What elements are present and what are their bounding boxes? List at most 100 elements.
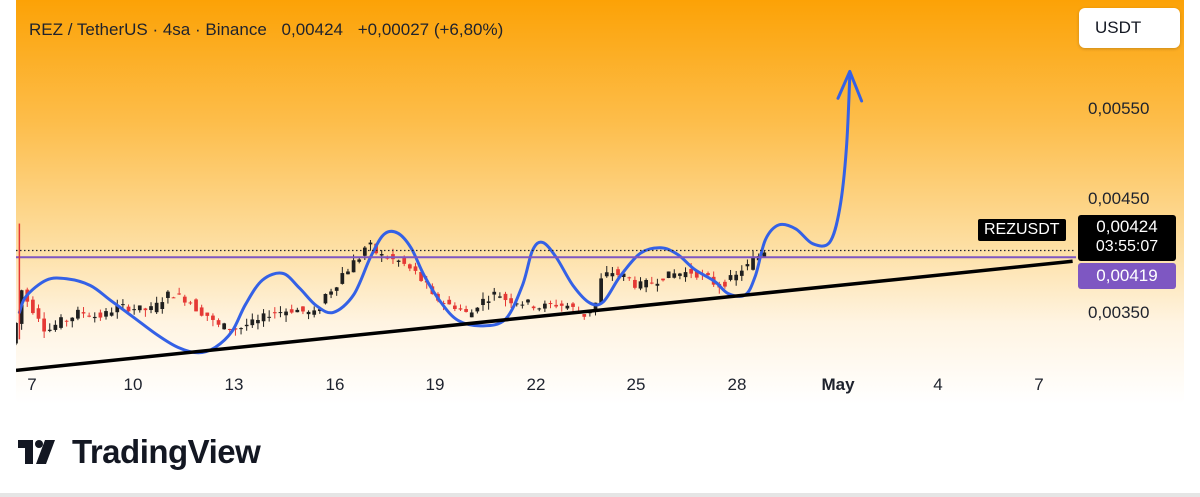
symbol-title: REZ / TetherUS · 4sa · Binance xyxy=(29,20,267,39)
candle-up xyxy=(59,317,63,328)
candle-up xyxy=(678,273,682,276)
candle-down xyxy=(289,309,294,313)
candle-up xyxy=(256,319,260,324)
y-tick-label: 0,00450 xyxy=(1088,189,1150,208)
bottom-divider xyxy=(0,493,1200,497)
candle-up xyxy=(728,275,733,280)
x-tick-label: 28 xyxy=(727,375,747,394)
candle-down xyxy=(447,299,452,305)
candle-up xyxy=(121,304,125,306)
candle-up xyxy=(239,328,243,330)
moving-average-tag: 0,00419 xyxy=(1078,263,1176,289)
candle-up xyxy=(104,311,108,317)
candle-down xyxy=(548,303,553,305)
candle-down xyxy=(689,268,694,274)
candle-up xyxy=(340,273,345,284)
candle-down xyxy=(616,269,620,276)
candle-up xyxy=(149,306,153,311)
candle-down xyxy=(126,306,131,312)
candle-up xyxy=(47,329,52,331)
candle-down xyxy=(407,264,412,269)
candle-up xyxy=(638,281,643,289)
x-tick-label: 25 xyxy=(626,375,646,394)
candle-up xyxy=(16,322,18,344)
candle-down xyxy=(98,312,103,318)
candle-down xyxy=(87,315,91,317)
candle-down xyxy=(402,257,407,264)
x-tick-label: 4 xyxy=(933,375,943,394)
candle-up xyxy=(76,309,80,319)
candle-up xyxy=(537,308,542,310)
candle-down xyxy=(554,304,558,307)
last-price: 0,00424 xyxy=(281,20,343,39)
candle-down xyxy=(216,320,221,325)
candle-down xyxy=(723,281,727,287)
candle-up xyxy=(751,257,755,270)
candle-down xyxy=(194,299,198,312)
chart-area[interactable]: REZ / TetherUS · 4sa · Binance 0,00424 +… xyxy=(16,0,1184,404)
candle-down xyxy=(452,305,457,310)
candle-up xyxy=(160,302,165,310)
candle-up xyxy=(655,283,660,286)
y-tick-label: 0,00350 xyxy=(1088,303,1150,322)
candle-up xyxy=(115,305,120,313)
candle-down xyxy=(233,328,238,330)
candle-down xyxy=(649,282,654,284)
candle-up xyxy=(396,260,401,262)
candle-down xyxy=(503,293,508,301)
y-tick-label: 0,00550 xyxy=(1088,99,1150,118)
candle-down xyxy=(171,297,176,299)
x-tick-label: 22 xyxy=(526,375,546,394)
candle-up xyxy=(284,311,288,316)
candle-down xyxy=(272,312,277,314)
x-tick-label: 7 xyxy=(1034,375,1044,394)
candle-up xyxy=(492,291,497,295)
candle-down xyxy=(458,308,463,310)
candle-down xyxy=(188,302,193,304)
candle-up xyxy=(610,273,615,277)
candle-up xyxy=(306,311,311,315)
candle-up xyxy=(683,272,688,278)
last-price-tag: 0,00424 03:55:07 xyxy=(1078,215,1176,261)
candle-up xyxy=(379,254,384,256)
currency-button[interactable]: USDT xyxy=(1079,8,1180,48)
x-tick-label: 19 xyxy=(425,375,445,394)
candle-up xyxy=(734,274,739,281)
candle-up xyxy=(666,271,671,278)
candle-up xyxy=(317,309,322,312)
candle-up xyxy=(312,310,317,315)
candle-up xyxy=(351,260,356,273)
price-change: +0,00027 (+6,80%) xyxy=(357,20,504,39)
candle-up xyxy=(368,242,373,245)
candle-down xyxy=(36,308,41,319)
symbol-price-tag: REZUSDT xyxy=(978,219,1066,241)
candle-up xyxy=(92,316,97,319)
x-tick-label: 16 xyxy=(325,375,345,394)
candle-down xyxy=(42,318,46,332)
candle-up xyxy=(604,272,609,277)
price-chart-svg[interactable] xyxy=(16,0,1184,404)
candle-up xyxy=(323,293,328,304)
candle-up xyxy=(644,280,649,288)
x-tick-label: 10 xyxy=(123,375,143,394)
candle-up xyxy=(154,302,159,313)
candle-down xyxy=(177,293,182,295)
candle-up xyxy=(469,312,474,318)
candle-down xyxy=(571,303,575,307)
candle-down xyxy=(582,314,587,317)
candle-up xyxy=(475,307,480,312)
candle-up xyxy=(762,252,767,257)
candle-up xyxy=(166,291,170,298)
candle-up xyxy=(498,296,502,298)
candle-up xyxy=(329,291,333,295)
candle-up xyxy=(109,312,114,316)
candle-down xyxy=(31,299,35,314)
projection-wave-path xyxy=(17,73,852,355)
candle-up xyxy=(137,305,142,311)
candle-up xyxy=(250,319,255,326)
candle-down xyxy=(205,312,210,316)
support-trendline xyxy=(16,259,1073,373)
candle-up xyxy=(362,247,367,256)
candle-down xyxy=(419,271,423,281)
candle-up xyxy=(70,317,75,322)
